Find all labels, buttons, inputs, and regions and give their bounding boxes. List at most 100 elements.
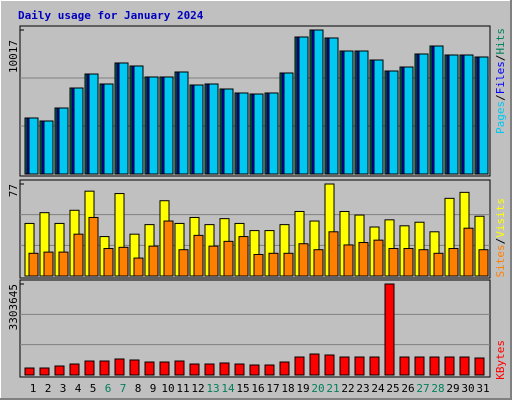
bar [193,234,204,277]
bar [193,84,204,175]
x-tick-label: 1 [30,382,37,395]
bar [388,248,399,277]
bar [478,249,489,277]
bar [324,354,335,376]
bar [39,367,50,376]
bar [429,356,440,376]
bar [414,356,425,376]
bar [148,245,159,277]
bar [268,252,279,277]
bar [163,76,174,175]
bar [339,356,350,376]
bar [58,251,69,277]
x-tick-label: 27 [416,382,429,395]
x-tick-label: 20 [311,382,324,395]
bar [238,236,249,277]
bar [84,360,95,376]
x-tick-label: 15 [236,382,249,395]
bar [373,59,384,175]
bar [58,107,69,175]
bar [253,253,264,277]
x-tick-label: 8 [135,382,142,395]
x-tick-label: 29 [446,382,459,395]
x-tick-label: 16 [251,382,264,395]
x-tick-label: 23 [356,382,369,395]
x-tick-label: 22 [341,382,354,395]
y-tick-label: 10017 [7,40,20,73]
x-tick-label: 25 [386,382,399,395]
legend-entry: Pages [494,101,507,134]
bar [219,362,230,376]
x-tick-label: 19 [296,382,309,395]
legend-entry: Sites [494,244,507,277]
bar [328,37,339,175]
legend: Sites/Visits [494,198,507,278]
bar [448,248,459,277]
bar [148,76,159,175]
bar [354,356,365,376]
bar [283,72,294,175]
bar [343,50,354,175]
bar [474,357,485,376]
bar [114,358,125,376]
bar [358,242,369,277]
bar [268,92,279,175]
bar [298,36,309,175]
x-tick-label: 7 [120,382,127,395]
bar [43,120,54,175]
x-tick-label: 17 [266,382,279,395]
bar [118,246,129,277]
bar [279,361,290,376]
bar [463,54,474,175]
x-tick-label: 12 [191,382,204,395]
x-tick-label: 18 [281,382,294,395]
bar [24,367,35,376]
legend-entry: Hits [494,28,507,55]
bar [178,249,189,277]
bar [309,353,320,376]
bar [459,356,470,376]
bar [103,83,114,175]
bar [118,62,129,175]
bar [159,361,170,376]
bar [384,283,395,376]
bar [133,257,144,277]
bar [54,365,65,376]
bar [223,240,234,277]
bar [313,249,324,277]
bar [144,361,155,376]
legend-separator: / [494,94,507,101]
bar [399,356,410,376]
bar [253,93,264,175]
x-tick-label: 14 [221,382,235,395]
panel [19,279,491,378]
x-tick-label: 30 [461,382,474,395]
bar [163,220,174,277]
bar [73,233,84,277]
legend: KBytes [494,340,507,380]
bar [373,239,384,277]
bar [478,56,489,175]
bar [463,227,474,277]
bar [433,252,444,277]
bar [43,251,54,277]
bar [403,248,414,277]
bar [73,87,84,175]
x-tick-label: 21 [326,382,339,395]
bar [129,359,140,376]
x-tick-label: 24 [371,382,385,395]
bar [448,54,459,175]
bar [174,360,185,376]
bar [103,248,114,277]
bar [343,244,354,277]
bar [88,73,99,175]
bar [133,65,144,175]
bar [294,356,305,376]
bar [238,92,249,175]
bar [28,117,39,175]
x-tick-label: 11 [176,382,189,395]
bar [418,53,429,175]
x-tick-label: 5 [90,382,97,395]
